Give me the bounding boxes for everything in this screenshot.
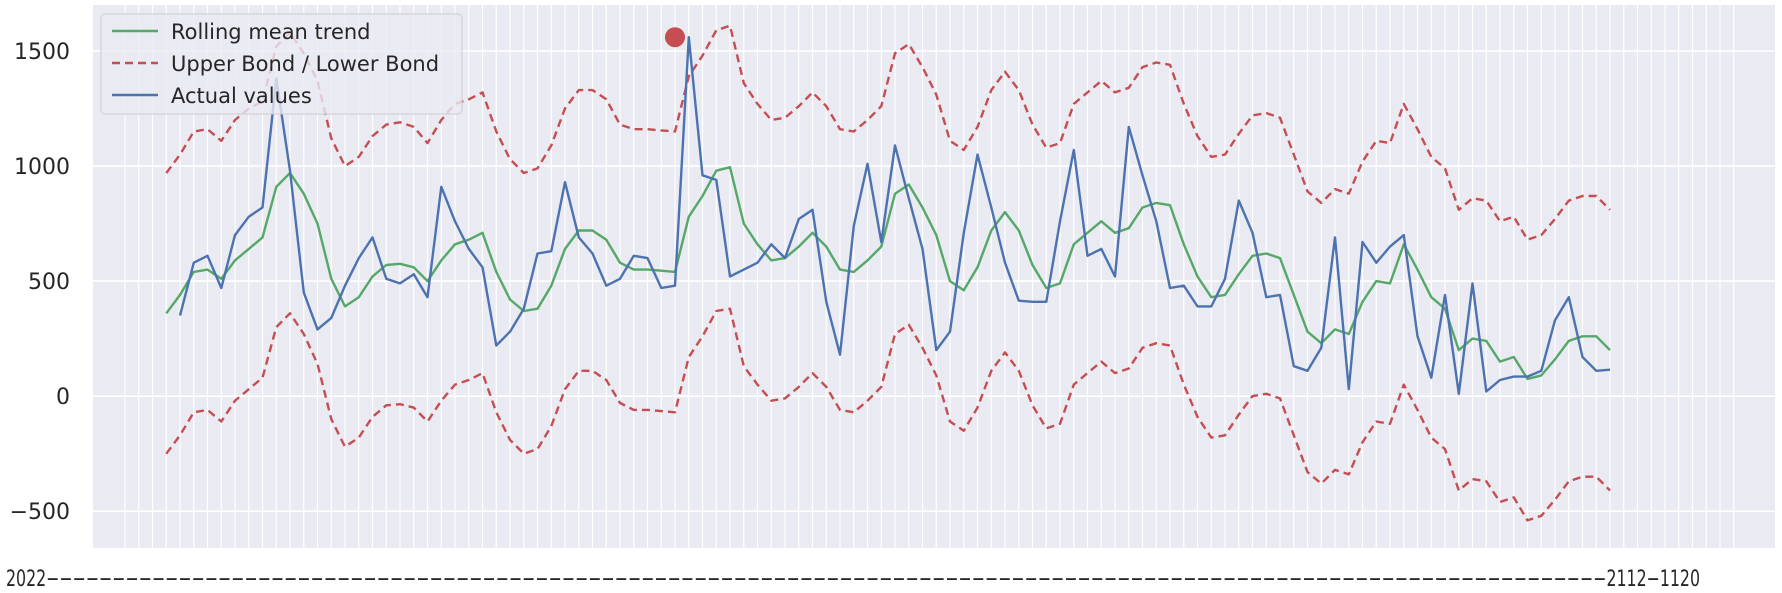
y-tick-label: 500: [28, 270, 70, 295]
x-tick-label-overlap: 2022−−−−−−−−−−−−−−−−−−−−−−−−−−−−−−−−−−−−…: [6, 567, 1700, 592]
series-line-rolling: [165, 165, 1611, 381]
series-line-actual: [178, 36, 1611, 395]
y-tick-label: 1000: [14, 155, 70, 180]
legend: Rolling mean trend Upper Bond / Lower Bo…: [100, 13, 463, 115]
legend-label-actual: Actual values: [171, 84, 312, 108]
series-line-lower: [165, 307, 1611, 522]
grid: [93, 5, 1775, 548]
y-tick-label: −500: [10, 500, 70, 525]
series-line-upper: [165, 24, 1611, 241]
y-tick-label: 1500: [14, 40, 70, 65]
y-tick-label: 0: [56, 385, 70, 410]
legend-label-rolling: Rolling mean trend: [171, 20, 371, 44]
legend-label-bounds: Upper Bond / Lower Bond: [171, 52, 439, 76]
legend-frame: [100, 13, 463, 115]
y-axis-ticks: −500 0 500 1000 1500: [10, 40, 70, 525]
series-layer: [165, 24, 1611, 522]
x-axis-ticks: 2022−−−−−−−−−−−−−−−−−−−−−−−−−−−−−−−−−−−−…: [6, 567, 1700, 592]
anomaly-marker: [665, 27, 685, 48]
